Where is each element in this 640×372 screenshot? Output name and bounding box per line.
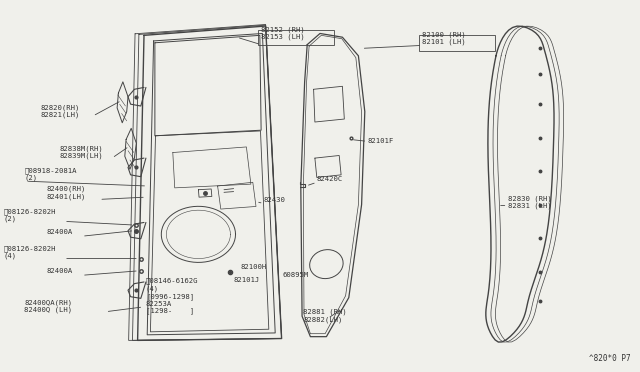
Text: 82100 (RH)
82101 (LH): 82100 (RH) 82101 (LH) — [422, 31, 466, 45]
Text: ⒲08146-6162G
(4)
[0996-1298]
82253A
[1298-    ]: ⒲08146-6162G (4) [0996-1298] 82253A [129… — [146, 278, 198, 314]
Text: ⓝ08918-2081A
(2): ⓝ08918-2081A (2) — [24, 167, 77, 181]
Text: 82152 (RH)
82153 (LH): 82152 (RH) 82153 (LH) — [261, 26, 305, 40]
Text: 82400A: 82400A — [47, 229, 73, 235]
Text: 82881 (RH)
82882(LH): 82881 (RH) 82882(LH) — [303, 309, 347, 323]
Text: ⒲08126-8202H
(4): ⒲08126-8202H (4) — [3, 245, 56, 259]
Text: 82838M(RH)
82839M(LH): 82838M(RH) 82839M(LH) — [60, 145, 103, 159]
Text: 82400QA(RH)
82400Q (LH): 82400QA(RH) 82400Q (LH) — [24, 299, 72, 313]
Text: 82420C: 82420C — [317, 176, 343, 182]
Text: 82400(RH)
82401(LH): 82400(RH) 82401(LH) — [47, 186, 86, 200]
Text: 82101F: 82101F — [367, 138, 394, 144]
Text: 60895M: 60895M — [283, 272, 309, 278]
Text: ^820*0 P7: ^820*0 P7 — [589, 354, 630, 363]
Text: 82830 (RH)
82831 (LH): 82830 (RH) 82831 (LH) — [508, 195, 551, 209]
Text: 82100H: 82100H — [241, 264, 267, 270]
Text: 82400A: 82400A — [47, 268, 73, 274]
Text: ⒲08126-8202H
(2): ⒲08126-8202H (2) — [3, 208, 56, 222]
Text: 82430: 82430 — [264, 198, 285, 203]
Text: 82820(RH)
82821(LH): 82820(RH) 82821(LH) — [40, 104, 80, 118]
Text: 82101J: 82101J — [234, 278, 260, 283]
